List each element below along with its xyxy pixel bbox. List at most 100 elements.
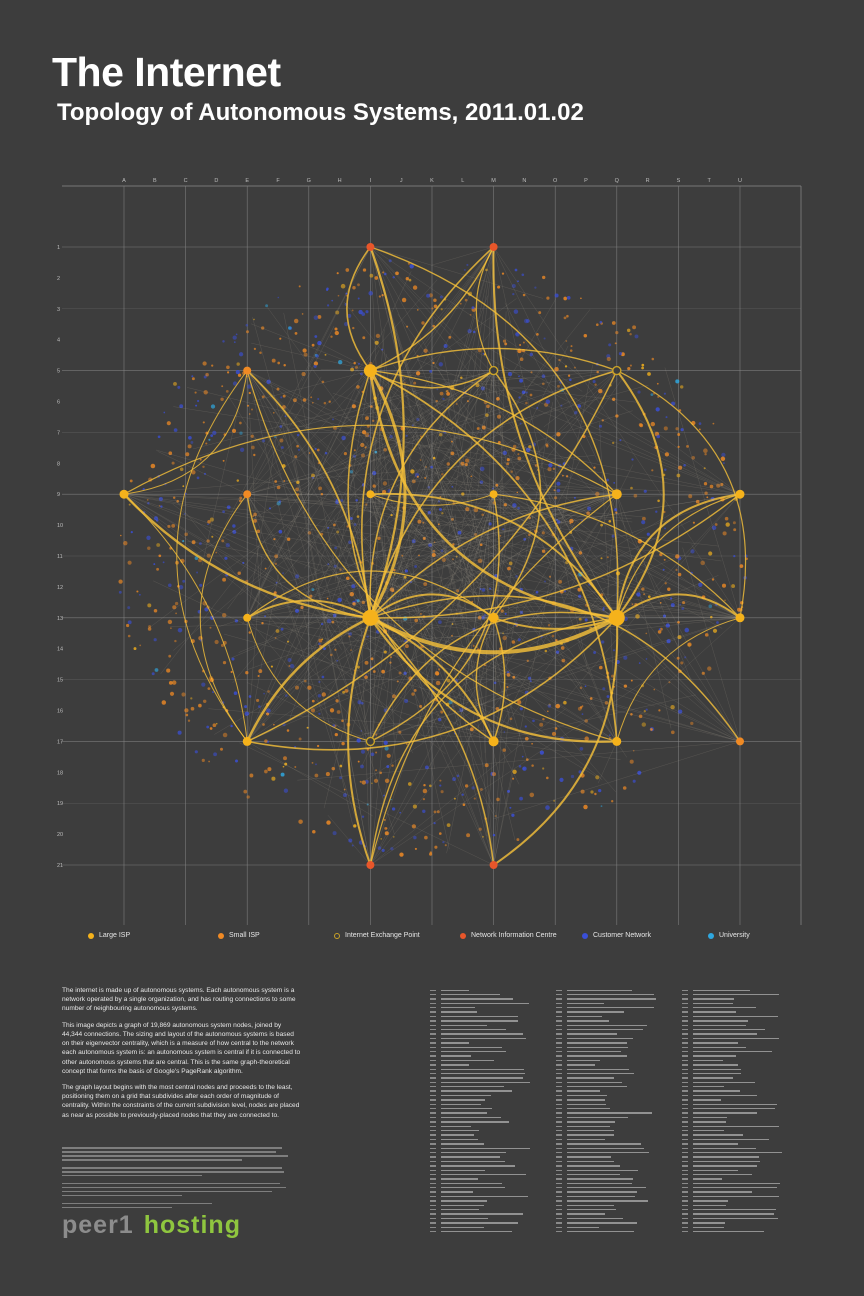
fine-print-line (62, 1166, 282, 1169)
minor-node (127, 620, 132, 625)
minor-node (565, 340, 568, 342)
minor-edge (293, 454, 371, 866)
minor-node (479, 787, 483, 791)
as-index-entry (682, 1085, 792, 1089)
minor-edge (442, 507, 494, 618)
column-label: P (584, 178, 588, 184)
minor-edge (493, 246, 696, 546)
minor-node (573, 496, 576, 499)
minor-edge (498, 552, 617, 618)
minor-node (680, 428, 684, 432)
major-edge (615, 593, 741, 619)
minor-node (496, 414, 502, 419)
minor-node (435, 680, 441, 686)
minor-node (456, 589, 460, 593)
minor-node (612, 649, 616, 652)
minor-edge (543, 370, 617, 428)
minor-node (411, 539, 416, 544)
minor-node (253, 518, 257, 523)
minor-node (384, 831, 389, 836)
minor-node (358, 309, 363, 315)
minor-node (477, 558, 483, 564)
ixp-node (365, 736, 376, 747)
minor-node (506, 458, 510, 462)
minor-node (199, 583, 203, 587)
minor-node (708, 604, 713, 609)
minor-node (516, 491, 519, 494)
minor-node (579, 686, 583, 690)
minor-node (339, 764, 343, 768)
minor-node (422, 521, 425, 524)
minor-edge (370, 246, 607, 508)
minor-node (171, 680, 177, 685)
minor-node (703, 482, 708, 486)
minor-node (382, 271, 385, 274)
minor-node (275, 629, 280, 633)
fine-print-line (62, 1182, 280, 1185)
minor-node (325, 772, 330, 777)
minor-node (432, 324, 436, 328)
minor-node (360, 701, 364, 705)
fine-print-line (62, 1154, 288, 1157)
large-node (608, 609, 625, 626)
as-index-entry (682, 1045, 792, 1049)
minor-node (527, 676, 532, 680)
minor-node (611, 674, 614, 678)
minor-node (203, 390, 208, 395)
minor-node (643, 489, 647, 493)
minor-node (450, 451, 455, 456)
minor-node (356, 385, 360, 389)
minor-node (555, 639, 558, 642)
minor-node (168, 681, 173, 685)
minor-node (235, 333, 238, 336)
minor-edge (252, 317, 371, 742)
minor-node (289, 663, 295, 669)
minor-edge (370, 494, 450, 850)
minor-node (529, 352, 533, 357)
minor-node (630, 713, 633, 716)
minor-node (476, 427, 480, 430)
minor-node (386, 753, 391, 758)
minor-node (602, 608, 605, 611)
as-index-entry (430, 1049, 540, 1053)
minor-node (590, 790, 594, 794)
minor-node (676, 656, 680, 660)
minor-edge (247, 418, 399, 742)
minor-edge (370, 632, 454, 742)
as-index-entry (556, 1080, 666, 1084)
as-index-entry (556, 1076, 666, 1080)
as-index-entry (430, 1159, 540, 1163)
minor-node (381, 294, 384, 297)
minor-node (529, 393, 533, 397)
minor-edge (489, 348, 741, 495)
as-index-entry (430, 1146, 540, 1150)
minor-node (298, 737, 302, 741)
minor-node (253, 318, 255, 321)
minor-node (519, 796, 523, 801)
as-index-entry (682, 1098, 792, 1102)
minor-edge (376, 478, 617, 495)
minor-node (171, 461, 175, 465)
minor-node (502, 635, 507, 641)
minor-node (307, 531, 312, 535)
minor-node (384, 778, 390, 784)
minor-node (207, 687, 211, 690)
as-index-entry (556, 1054, 666, 1058)
minor-node (147, 627, 152, 631)
minor-node (357, 283, 360, 287)
as-index-entry (430, 1137, 540, 1141)
minor-node (383, 650, 387, 654)
as-index-entry (430, 1177, 540, 1181)
minor-node (542, 275, 546, 280)
minor-node (481, 588, 486, 592)
minor-node (656, 434, 660, 439)
as-index-entry (682, 1181, 792, 1185)
minor-node (578, 617, 582, 621)
minor-node (613, 482, 616, 484)
minor-node (523, 391, 526, 394)
minor-node (446, 462, 451, 466)
minor-node (477, 348, 482, 353)
as-index-entry (556, 1098, 666, 1102)
minor-edge (228, 396, 371, 618)
minor-node (318, 638, 323, 643)
